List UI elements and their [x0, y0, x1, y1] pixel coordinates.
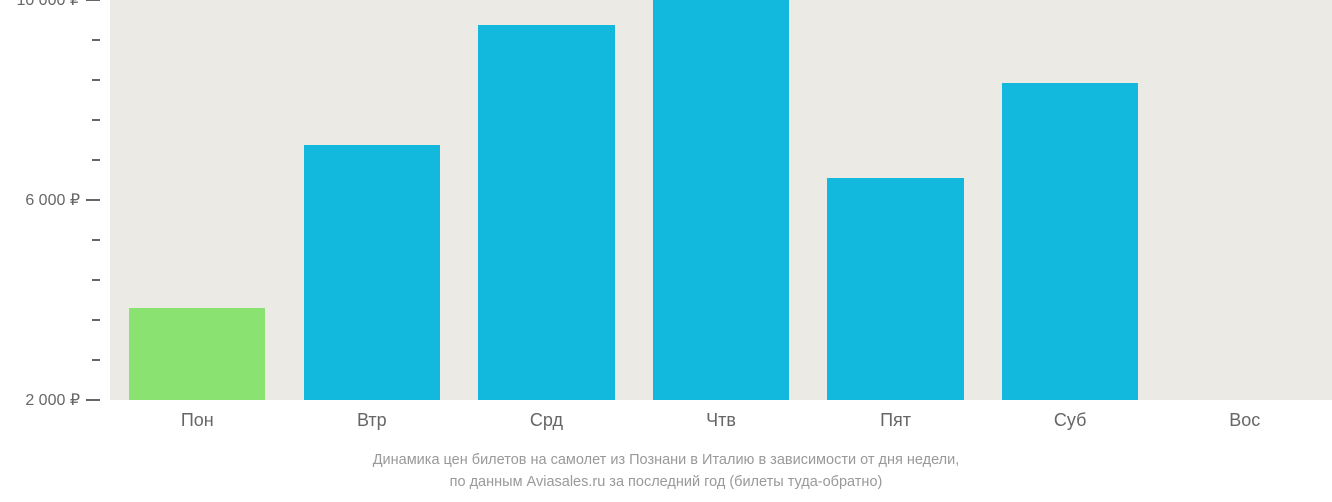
x-axis-label: Вос	[1229, 410, 1260, 431]
y-tick-minor	[92, 79, 100, 81]
y-tick-minor	[92, 359, 100, 361]
y-tick-minor	[92, 119, 100, 121]
bar	[1002, 83, 1138, 401]
x-axis-label: Втр	[357, 410, 387, 431]
y-tick-minor	[92, 39, 100, 41]
x-axis-labels: Пон Втр Срд Чтв Пят Суб Вос	[110, 410, 1332, 440]
y-tick-minor	[92, 239, 100, 241]
chart-caption-line1: Динамика цен билетов на самолет из Позна…	[0, 450, 1332, 472]
x-axis-label: Чтв	[706, 410, 736, 431]
bar	[653, 0, 789, 400]
bar	[827, 178, 963, 401]
x-axis-label: Срд	[530, 410, 563, 431]
y-tick-label: 2 000 ₽	[25, 390, 80, 410]
y-tick-major	[86, 199, 100, 201]
x-axis-label: Суб	[1054, 410, 1087, 431]
x-axis-label: Пят	[880, 410, 911, 431]
chart-caption-line2: по данным Aviasales.ru за последний год …	[0, 472, 1332, 494]
price-chart: 2 000 ₽ 6 000 ₽ 10 000 ₽ Пон Втр Срд Чтв Пят Су…	[0, 0, 1332, 502]
bar	[304, 145, 440, 400]
bar	[478, 25, 614, 400]
y-axis: 2 000 ₽6 000 ₽10 000 ₽	[0, 0, 110, 400]
bar	[129, 308, 265, 401]
y-tick-label: 6 000 ₽	[25, 190, 80, 210]
x-axis-label: Пон	[181, 410, 214, 431]
y-tick-label: 10 000 ₽	[16, 0, 80, 10]
y-tick-minor	[92, 159, 100, 161]
plot-area	[110, 0, 1332, 400]
y-tick-major	[86, 0, 100, 1]
y-tick-major	[86, 399, 100, 401]
y-tick-minor	[92, 279, 100, 281]
y-tick-minor	[92, 319, 100, 321]
